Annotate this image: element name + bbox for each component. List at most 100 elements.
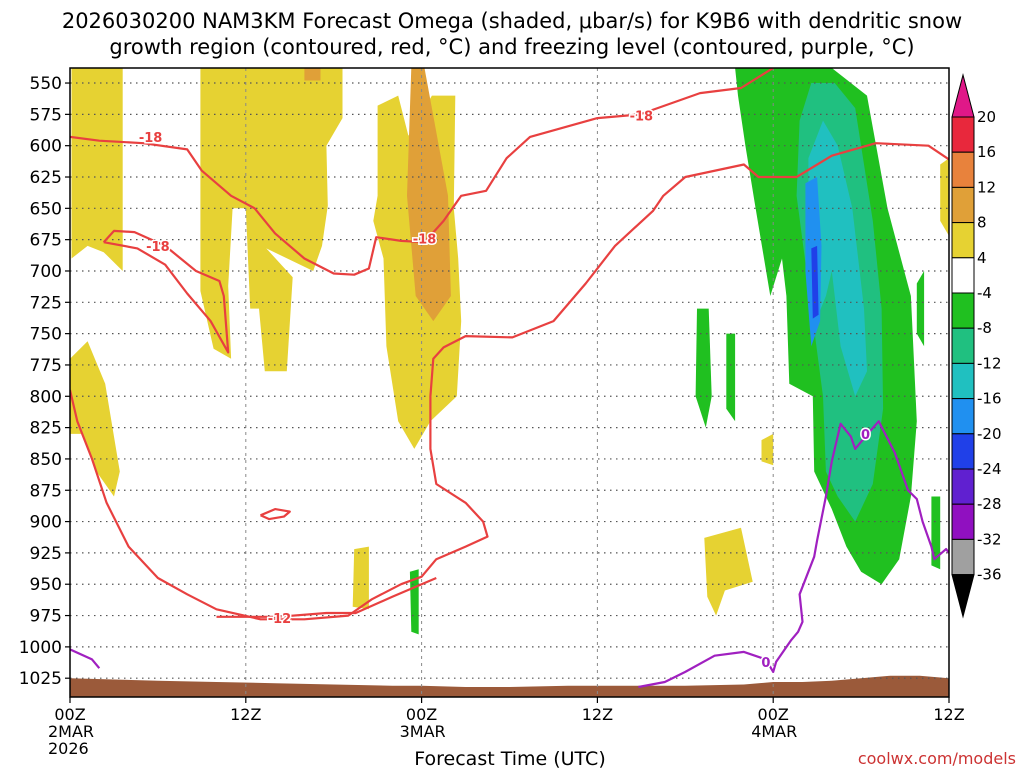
colorbar: 20 16 12 8 4 -4 -8 -12 -16 -20 -24 -28 -32 -36 (951, 73, 1002, 619)
y-tick-label-575: 575 (30, 105, 62, 125)
x-tick-label-0: 00Z (54, 705, 85, 724)
colorbar-top-arrow (951, 73, 975, 118)
colorbar-label-6: -8 (977, 319, 992, 337)
red-contour-1 (102, 229, 230, 354)
omega-region-6 (352, 546, 369, 610)
y-tick-label-900: 900 (30, 513, 62, 533)
colorbar-bin-10 (951, 468, 975, 505)
colorbar-label-5: -4 (977, 284, 992, 302)
y-tick-label-950: 950 (30, 575, 62, 595)
colorbar-label-9: -20 (977, 425, 1002, 443)
omega-region-17 (808, 120, 867, 397)
colorbar-bin-7 (951, 362, 975, 400)
x-tick-date-4: 4MAR (751, 722, 797, 741)
plot-frame (69, 67, 950, 698)
x-tick-date-2: 3MAR (400, 722, 446, 741)
colorbar-label-12: -32 (977, 530, 1002, 548)
omega-region-9 (940, 158, 949, 236)
omega-region-5 (70, 341, 120, 497)
contour-label-4: -12 (268, 612, 292, 627)
red-contour-4 (216, 576, 437, 618)
contour-label-6: 0 (761, 656, 770, 671)
contour-labels: -18 -18 -18 -18 -12 0 0 (137, 108, 871, 672)
terrain-area (70, 675, 949, 697)
x-tick-label-2: 00Z (406, 705, 437, 724)
omega-region-19 (811, 245, 819, 319)
red-contour-2 (70, 142, 949, 621)
colorbar-bin-3 (951, 222, 975, 259)
y-tick-label-600: 600 (30, 137, 62, 157)
x-tick-label-5: 12Z (933, 705, 964, 724)
colorbar-bin-11 (951, 503, 975, 540)
omega-region-7 (704, 527, 753, 616)
omega-shading (70, 68, 949, 635)
y-tick-label-875: 875 (30, 481, 62, 501)
x-axis-label: Forecast Time (UTC) (414, 748, 605, 768)
y-tick-label-1025: 1025 (19, 669, 62, 689)
colorbar-label-7: -12 (977, 354, 1002, 372)
colorbar-bin-9 (951, 433, 975, 470)
contours (70, 68, 949, 689)
red-contour-0 (70, 68, 774, 276)
x-tick-label-4: 00Z (758, 705, 789, 724)
contour-label-3: -18 (630, 110, 654, 125)
omega-region-8 (761, 433, 774, 466)
colorbar-label-11: -28 (977, 495, 1002, 513)
y-tick-label-625: 625 (30, 168, 62, 188)
y-tick-label-925: 925 (30, 544, 62, 564)
colorbar-bin-6 (951, 327, 975, 364)
chart-title-line1: 2026030200 NAM3KM Forecast Omega (shaded… (62, 9, 962, 33)
x-tick-label-3: 12Z (582, 705, 613, 724)
y-tick-label-850: 850 (30, 450, 62, 470)
colorbar-bottom-arrow (951, 574, 975, 619)
purple-contour-0 (70, 648, 101, 669)
y-tick-label-550: 550 (30, 74, 62, 94)
y-axis: 550 575 600 625 650 675 700 725 750 775 800 825 850 8… (19, 74, 70, 689)
purple-contour-1 (638, 420, 949, 689)
red-contour-3 (260, 508, 291, 521)
colorbar-label-8: -16 (977, 390, 1002, 408)
colorbar-bin-0 (951, 116, 975, 153)
y-tick-label-750: 750 (30, 325, 62, 345)
omega-region-12 (726, 333, 736, 422)
chart-title-line2: growth region (contoured, red, °C) and f… (109, 35, 914, 59)
omega-region-11 (695, 308, 712, 428)
colorbar-label-4: 4 (977, 249, 987, 267)
terrain-fill (70, 675, 949, 697)
contour-label-5: 0 (861, 428, 870, 443)
colorbar-label-2: 12 (977, 178, 996, 196)
contour-label-2: -18 (413, 232, 437, 247)
colorbar-label-13: -36 (977, 566, 1002, 584)
y-tick-label-700: 700 (30, 262, 62, 282)
colorbar-label-1: 16 (977, 143, 996, 161)
x-tick-label-1: 12Z (230, 705, 261, 724)
contour-label-1: -18 (146, 240, 170, 255)
colorbar-bin-1 (951, 151, 975, 188)
colorbar-label-10: -24 (977, 460, 1002, 478)
colorbar-bin-4 (951, 257, 975, 294)
omega-region-4 (304, 68, 321, 81)
omega-region-14 (931, 496, 941, 570)
contour-label-0: -18 (139, 131, 163, 146)
y-tick-label-800: 800 (30, 387, 62, 407)
credit-text: coolwx.com/models (858, 749, 1016, 768)
y-tick-label-825: 825 (30, 419, 62, 439)
y-tick-label-675: 675 (30, 231, 62, 251)
x-tick-date-0: 2MAR (48, 722, 94, 741)
colorbar-bin-5 (951, 292, 975, 329)
colorbar-bin-2 (951, 186, 975, 224)
y-tick-label-1000: 1000 (19, 638, 62, 658)
y-tick-label-775: 775 (30, 356, 62, 376)
omega-region-15 (916, 271, 925, 347)
colorbar-bin-12 (951, 538, 975, 576)
colorbar-label-0: 20 (977, 108, 996, 126)
y-tick-label-650: 650 (30, 199, 62, 219)
y-tick-label-725: 725 (30, 293, 62, 313)
colorbar-label-3: 8 (977, 214, 987, 232)
y-tick-label-975: 975 (30, 607, 62, 627)
colorbar-bin-8 (951, 398, 975, 435)
omega-region-3 (407, 68, 451, 322)
omega-region-0 (71, 68, 123, 271)
